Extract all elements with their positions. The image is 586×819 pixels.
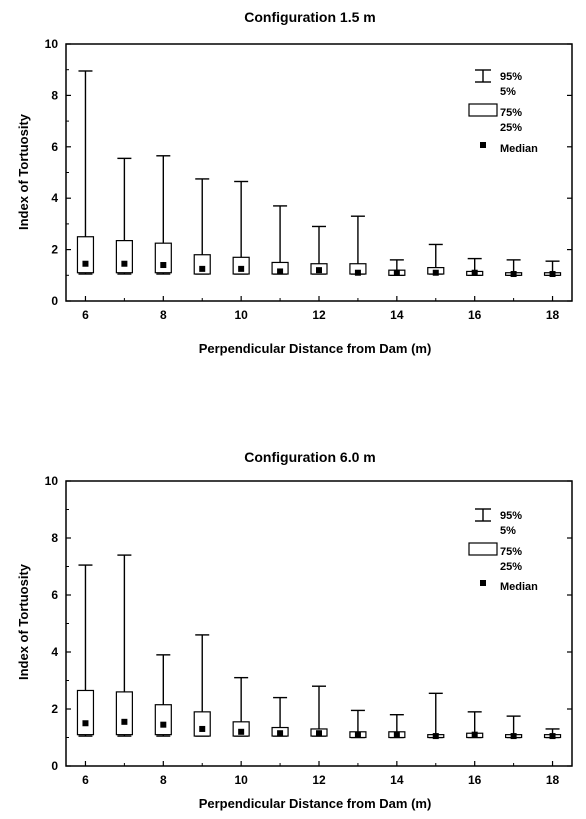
x-tick-label: 10 [234, 773, 248, 787]
median-marker [160, 262, 167, 269]
y-tick-label: 10 [45, 474, 59, 488]
median-marker [432, 733, 439, 740]
x-tick-label: 8 [160, 308, 167, 322]
box-iqr [76, 236, 95, 274]
box-iqr [115, 240, 133, 274]
y-tick-label: 8 [51, 531, 58, 545]
box-iqr [154, 242, 172, 274]
y-tick-label: 4 [51, 645, 58, 659]
box-iqr [232, 256, 250, 275]
median-marker [199, 725, 206, 732]
y-tick-label: 6 [51, 140, 58, 154]
chart-panel-bottom: Configuration 6.0 m Perpendicular Distan… [16, 449, 573, 811]
box-iqr [193, 254, 211, 275]
x-tick-label: 18 [546, 308, 560, 322]
median-marker [121, 260, 128, 267]
chart-title: Configuration 6.0 m [244, 449, 375, 465]
legend-whisker-top-label: 95% [500, 71, 522, 83]
legend-median-label: Median [500, 143, 538, 155]
x-tick-label: 10 [234, 308, 248, 322]
legend-box-top-label: 75% [500, 107, 522, 119]
median-marker [393, 731, 400, 738]
median-marker [199, 265, 206, 272]
box-iqr [76, 689, 95, 736]
y-tick-label: 0 [51, 294, 58, 308]
median-marker [238, 728, 245, 735]
x-tick-label: 12 [312, 308, 326, 322]
median-marker [238, 265, 245, 272]
x-tick-label: 16 [468, 308, 482, 322]
legend-box-bottom-label: 25% [500, 561, 522, 573]
median-marker [471, 269, 478, 276]
legend-whisker-top-label: 95% [500, 510, 522, 522]
median-marker [82, 720, 89, 727]
median-marker [160, 721, 167, 728]
y-tick-label: 10 [45, 37, 59, 51]
legend-median-label: Median [500, 581, 538, 593]
y-tick-label: 2 [51, 702, 58, 716]
y-axis-label: Index of Tortuosity [16, 563, 31, 680]
median-marker [121, 718, 128, 725]
y-tick-label: 4 [51, 191, 58, 205]
x-tick-label: 14 [390, 773, 404, 787]
median-marker [549, 733, 556, 740]
x-tick-label: 16 [468, 773, 482, 787]
legend-median-symbol [480, 142, 486, 148]
median-marker [510, 271, 517, 278]
legend-whisker-bottom-label: 5% [500, 525, 516, 537]
legend-box-top-label: 75% [500, 546, 522, 558]
chart-panel-top: Configuration 1.5 m Perpendicular Distan… [16, 9, 573, 356]
median-marker [432, 269, 439, 276]
median-marker [549, 271, 556, 278]
y-axis-label: Index of Tortuosity [16, 113, 31, 230]
x-tick-label: 8 [160, 773, 167, 787]
box-iqr [154, 704, 172, 736]
chart-title: Configuration 1.5 m [244, 9, 375, 25]
x-tick-label: 14 [390, 308, 404, 322]
y-tick-label: 8 [51, 88, 58, 102]
legend-median-symbol [480, 580, 486, 586]
box-iqr [115, 691, 133, 736]
x-tick-label: 6 [82, 773, 89, 787]
median-marker [354, 269, 361, 276]
median-marker [471, 731, 478, 738]
legend-whisker-bottom-label: 5% [500, 86, 516, 98]
y-tick-label: 6 [51, 588, 58, 602]
median-marker [277, 730, 284, 737]
legend-box-symbol [468, 542, 498, 556]
legend-box-bottom-label: 25% [500, 122, 522, 134]
x-tick-label: 12 [312, 773, 326, 787]
median-marker [316, 730, 322, 737]
median-marker [354, 731, 361, 738]
legend-box-symbol [468, 103, 498, 117]
median-marker [393, 269, 400, 276]
y-tick-label: 0 [51, 759, 58, 773]
median-marker [316, 267, 322, 274]
x-axis-label: Perpendicular Distance from Dam (m) [199, 796, 432, 811]
y-tick-label: 2 [51, 243, 58, 257]
box-iqr [193, 711, 211, 737]
x-tick-label: 18 [546, 773, 560, 787]
median-marker [510, 733, 517, 740]
x-axis-label: Perpendicular Distance from Dam (m) [199, 341, 432, 356]
x-tick-label: 6 [82, 308, 89, 322]
median-marker [82, 260, 89, 267]
median-marker [277, 268, 284, 275]
